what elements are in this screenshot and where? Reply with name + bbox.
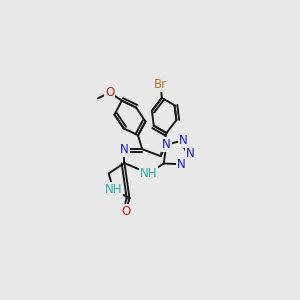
Text: N: N [162, 138, 171, 151]
Text: Br: Br [154, 78, 167, 91]
Text: NH: NH [140, 167, 158, 180]
Text: N: N [120, 143, 129, 156]
Text: N: N [186, 147, 195, 160]
Text: O: O [122, 205, 131, 218]
Text: N: N [177, 158, 185, 171]
Text: NH: NH [105, 183, 122, 196]
Text: N: N [179, 134, 188, 147]
Text: O: O [105, 86, 115, 99]
